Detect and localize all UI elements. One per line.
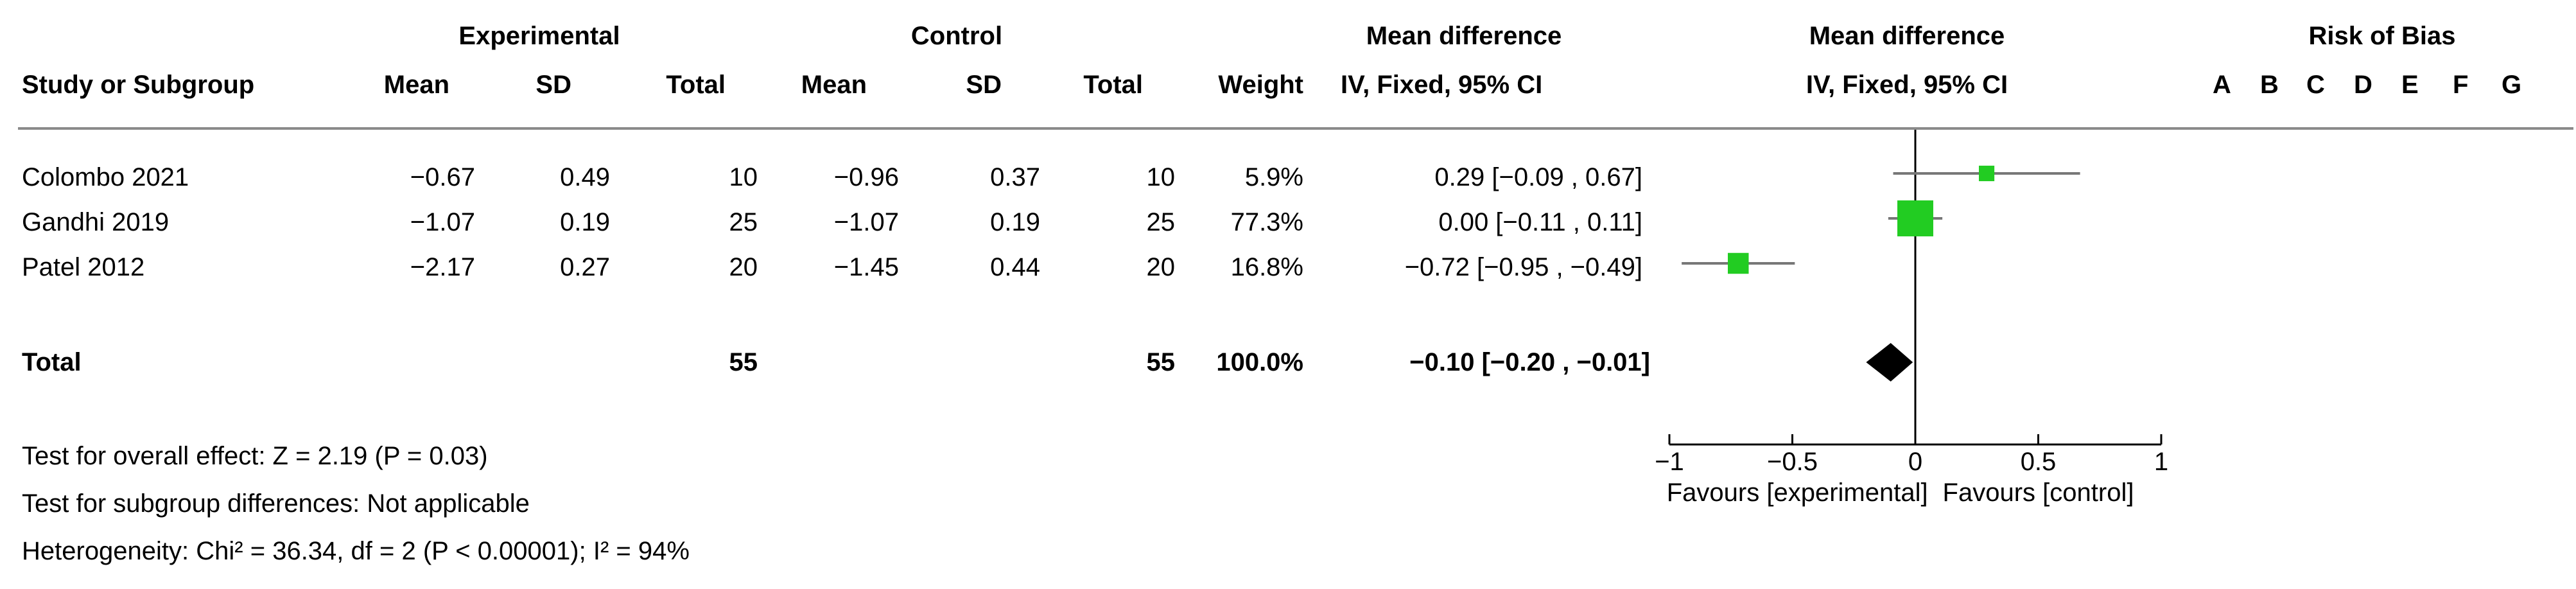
mean2-value: −1.45 (833, 253, 899, 281)
rob-header: Risk of Bias (2308, 22, 2456, 50)
weight-value: 77.3% (1230, 208, 1303, 236)
mean1-value: −1.07 (410, 208, 475, 236)
x-tick-label: 1 (2154, 448, 2168, 476)
col-mean1-header: Mean (383, 71, 449, 99)
mean1-value: −0.67 (410, 163, 475, 191)
x-tick-label: −1 (1655, 448, 1684, 476)
col-study-header: Study or Subgroup (22, 71, 255, 99)
rob-letter-g: G (2502, 71, 2522, 99)
total2-value: 10 (1146, 163, 1176, 191)
sd1-value: 0.49 (560, 163, 610, 191)
col-plot-ci-header: IV, Fixed, 95% CI (1806, 71, 2008, 99)
overall-effect-note: Test for overall effect: Z = 2.19 (P = 0… (22, 442, 488, 470)
rob-letter-d: D (2354, 71, 2372, 99)
total2-sum: 55 (1146, 348, 1176, 376)
total1-value: 10 (729, 163, 758, 191)
col-total2-header: Total (1083, 71, 1143, 99)
sd2-value: 0.19 (990, 208, 1040, 236)
sd2-value: 0.44 (990, 253, 1040, 281)
control-group-header: Control (910, 22, 1003, 50)
mean1-value: −2.17 (410, 253, 475, 281)
col-weight-header: Weight (1218, 71, 1303, 99)
study-square (1897, 200, 1933, 236)
study-square (1727, 252, 1749, 274)
md-text-header: Mean difference (1366, 22, 1562, 50)
col-sd2-header: SD (966, 71, 1002, 99)
weight-value: 5.9% (1244, 163, 1303, 191)
rob-letter-e: E (2401, 71, 2419, 99)
favours-experimental-label: Favours [experimental] (1667, 479, 1928, 507)
subgroup-note: Test for subgroup differences: Not appli… (22, 489, 530, 518)
md-plot-header: Mean difference (1809, 22, 2005, 50)
study-square (1978, 165, 1995, 182)
rob-letter-f: F (2453, 71, 2469, 99)
total-ci: −0.10 [−0.20 , −0.01] (1409, 348, 1650, 376)
sd1-value: 0.19 (560, 208, 610, 236)
weight-value: 16.8% (1230, 253, 1303, 281)
ci-text: 0.00 [−0.11 , 0.11] (1438, 208, 1642, 236)
x-tick-label: −0.5 (1767, 448, 1818, 476)
sd1-value: 0.27 (560, 253, 610, 281)
mean2-value: −1.07 (833, 208, 899, 236)
col-total1-header: Total (666, 71, 726, 99)
study-name: Colombo 2021 (22, 163, 189, 191)
total-label: Total (22, 348, 82, 376)
col-ci-header: IV, Fixed, 95% CI (1341, 71, 1543, 99)
mean2-value: −0.96 (833, 163, 899, 191)
x-tick-label: 0.5 (2021, 448, 2057, 476)
experimental-group-header: Experimental (458, 22, 620, 50)
rob-letter-b: B (2260, 71, 2279, 99)
col-mean2-header: Mean (801, 71, 867, 99)
total2-value: 25 (1146, 208, 1176, 236)
favours-control-label: Favours [control] (1943, 479, 2134, 507)
total2-value: 20 (1146, 253, 1176, 281)
header-divider (18, 127, 2573, 130)
rob-letter-a: A (2213, 71, 2231, 99)
total1-sum: 55 (729, 348, 758, 376)
total-weight: 100.0% (1216, 348, 1303, 376)
col-sd1-header: SD (535, 71, 571, 99)
total1-value: 25 (729, 208, 758, 236)
study-name: Patel 2012 (22, 253, 145, 281)
pooled-diamond (1866, 343, 1913, 382)
heterogeneity-note: Heterogeneity: Chi² = 36.34, df = 2 (P <… (22, 537, 690, 565)
ci-text: −0.72 [−0.95 , −0.49] (1404, 253, 1642, 281)
rob-letter-c: C (2306, 71, 2325, 99)
sd2-value: 0.37 (990, 163, 1040, 191)
x-tick-label: 0 (1908, 448, 1922, 476)
total1-value: 20 (729, 253, 758, 281)
study-name: Gandhi 2019 (22, 208, 170, 236)
ci-text: 0.29 [−0.09 , 0.67] (1434, 163, 1642, 191)
